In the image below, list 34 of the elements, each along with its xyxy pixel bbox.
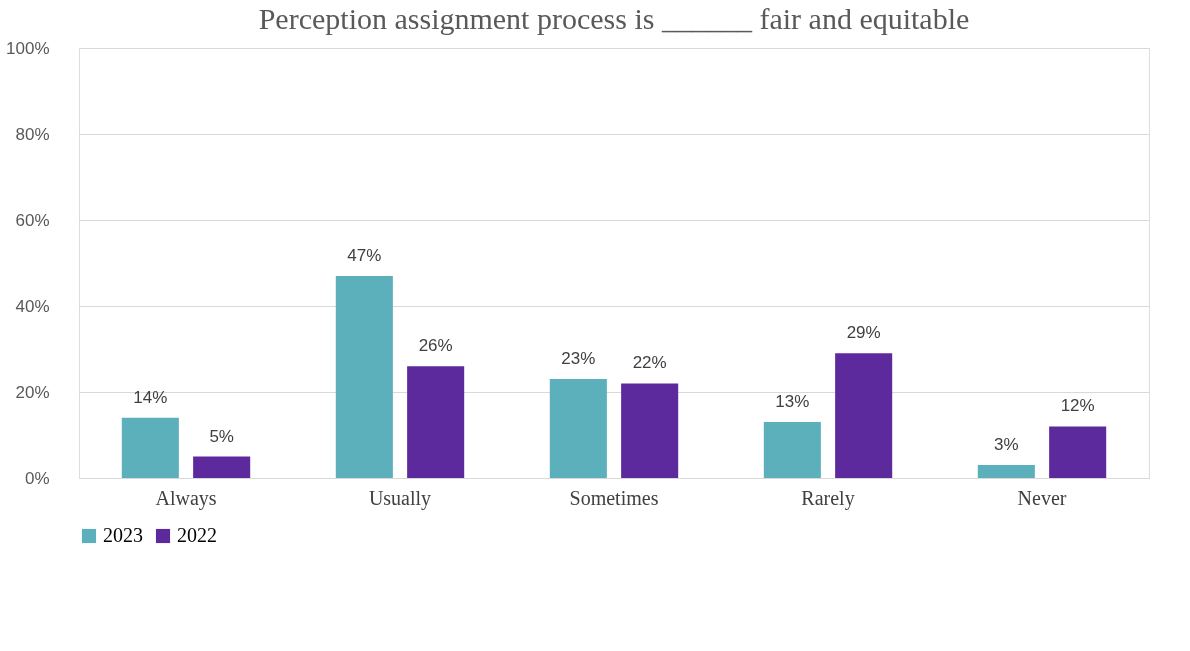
y-tick-label: 20% <box>15 382 50 402</box>
bar <box>549 379 607 478</box>
bar <box>977 465 1035 478</box>
data-label: 14% <box>133 387 168 407</box>
y-tick-label: 80% <box>15 124 50 144</box>
bar <box>407 366 465 478</box>
data-label: 12% <box>1060 396 1095 416</box>
y-tick-label: 60% <box>15 210 50 230</box>
bar <box>835 353 893 478</box>
y-tick-label: 100% <box>6 38 50 58</box>
data-label: 13% <box>775 392 810 412</box>
x-tick-label: Never <box>1017 486 1067 509</box>
bar <box>763 422 821 478</box>
y-tick-label: 0% <box>24 468 50 488</box>
x-tick-label: Usually <box>368 486 432 510</box>
data-label: 47% <box>347 245 382 265</box>
legend-label: 2023 <box>103 524 143 546</box>
data-label: 23% <box>561 349 596 369</box>
bar <box>335 275 393 478</box>
y-tick-label: 40% <box>15 296 50 316</box>
data-label: 3% <box>994 435 1019 455</box>
x-tick-label: Sometimes <box>569 486 659 509</box>
data-label: 29% <box>846 323 881 343</box>
bar <box>621 383 679 478</box>
x-tick-label: Always <box>155 486 217 510</box>
x-tick-label: Rarely <box>801 486 855 510</box>
bar <box>1049 426 1107 478</box>
data-label: 5% <box>209 426 234 446</box>
bar <box>121 417 179 478</box>
data-label: 26% <box>418 336 453 356</box>
chart-title: Perception assignment process is ______ fair and equitable <box>258 2 970 35</box>
data-label: 22% <box>632 353 667 373</box>
bar <box>193 456 251 478</box>
legend-label: 2022 <box>177 524 217 546</box>
